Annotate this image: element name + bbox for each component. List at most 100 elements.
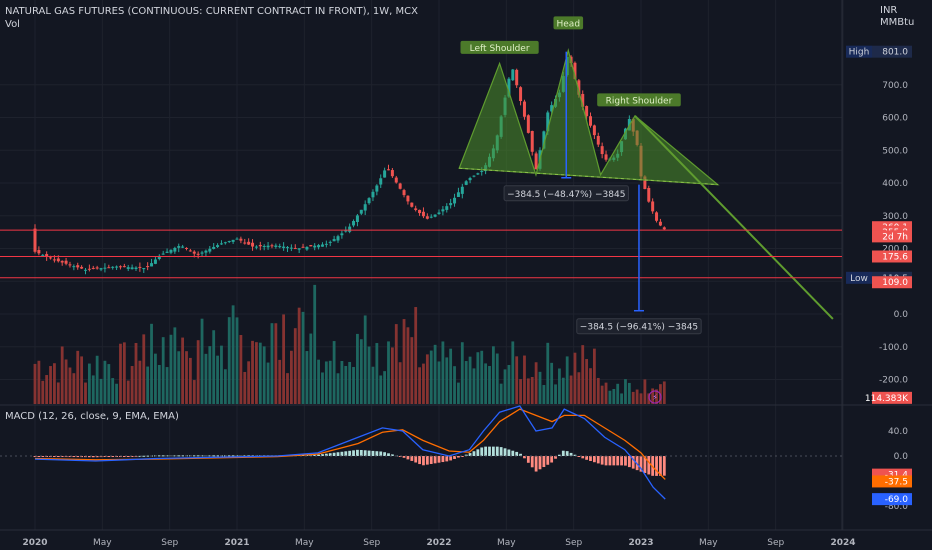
- candle-body: [332, 239, 336, 242]
- volume-bar: [208, 346, 212, 404]
- volume-bar: [173, 327, 177, 404]
- candle-body: [103, 267, 107, 269]
- volume-bar: [651, 388, 655, 404]
- time-axis-label: Sep: [161, 538, 178, 548]
- macd-histogram-bar: [216, 455, 219, 457]
- candle-body: [118, 266, 122, 268]
- candle-body: [468, 178, 472, 181]
- macd-line: [34, 405, 666, 500]
- volume-bar: [192, 380, 196, 404]
- candle-body: [534, 153, 538, 170]
- candle-body: [546, 112, 550, 132]
- candle-body: [235, 238, 239, 240]
- candle-body: [600, 146, 604, 155]
- candle-body: [530, 131, 534, 152]
- macd-histogram-bar: [581, 456, 585, 459]
- volume-bar: [321, 372, 324, 404]
- macd-histogram-bar: [37, 456, 41, 457]
- candle-body: [161, 253, 165, 255]
- candle-body: [379, 178, 383, 185]
- candle-body: [324, 243, 328, 245]
- time-axis-label: Sep: [767, 538, 784, 548]
- candle-body: [274, 245, 278, 247]
- volume-bar: [169, 334, 173, 404]
- time-axis-label: Sep: [363, 538, 380, 548]
- volume-bar: [457, 382, 460, 404]
- candle-body: [437, 212, 441, 215]
- volume-bar: [379, 375, 383, 404]
- candle-body: [585, 106, 589, 117]
- macd-histogram-bar: [449, 456, 453, 461]
- macd-histogram-bar: [227, 455, 231, 457]
- measure-label: −384.5 (−48.47%) −3845: [507, 190, 625, 200]
- candle-body: [550, 105, 554, 112]
- price-label-value: 109.0: [882, 278, 908, 288]
- volume-bar: [126, 380, 130, 404]
- macd-histogram-bar: [177, 455, 181, 457]
- candle-body: [406, 195, 410, 202]
- volume-bar: [511, 341, 515, 404]
- macd-histogram-bar: [627, 456, 631, 468]
- volume-bar: [503, 369, 507, 404]
- volume-bar: [546, 342, 550, 404]
- volume-bar: [220, 345, 223, 404]
- unit-label: MMBtu: [880, 17, 915, 28]
- volume-bar: [581, 345, 585, 404]
- volume-label[interactable]: Vol: [5, 19, 20, 30]
- candle-body: [84, 269, 87, 271]
- macd-histogram-bar: [84, 456, 87, 458]
- candle-body: [130, 267, 134, 270]
- volume-bar: [134, 342, 138, 404]
- volume-bar: [258, 342, 262, 404]
- volume-bar: [309, 333, 313, 404]
- macd-histogram-bar: [200, 455, 204, 457]
- macd-histogram-bar: [352, 450, 355, 456]
- candle-body: [526, 115, 530, 133]
- symbol-title[interactable]: NATURAL GAS FUTURES (CONTINUOUS: CURRENT…: [5, 6, 418, 17]
- macd-histogram-bar: [550, 456, 554, 463]
- volume-bar: [119, 343, 122, 404]
- volume-bar: [558, 368, 561, 404]
- candle-body: [126, 267, 130, 269]
- candle-body: [115, 266, 119, 268]
- candle-body: [651, 201, 655, 212]
- volume-bar: [340, 360, 344, 404]
- macd-histogram-bar: [371, 450, 375, 456]
- macd-histogram-bar: [453, 456, 456, 459]
- macd-histogram-bar: [95, 456, 99, 458]
- volume-bar: [655, 389, 658, 404]
- volume-bar: [72, 373, 76, 404]
- volume-bar: [519, 379, 522, 404]
- macd-histogram-bar: [558, 454, 561, 456]
- time-axis-label: 2021: [224, 538, 249, 548]
- macd-histogram-bar: [161, 455, 165, 457]
- candle-body: [522, 101, 526, 117]
- candle-body: [441, 209, 445, 212]
- volume-bar: [352, 367, 355, 404]
- alert-icon-glyph: ⚡: [652, 393, 658, 402]
- volume-bar: [227, 317, 231, 404]
- price-label-tag: Low: [850, 274, 868, 284]
- macd-legend[interactable]: MACD (12, 26, close, 9, EMA, EMA): [5, 411, 179, 422]
- macd-histogram-bar: [604, 456, 608, 466]
- candle-body: [153, 259, 157, 264]
- volume-bar: [247, 361, 251, 404]
- candle-body: [363, 204, 367, 211]
- candle-body: [231, 239, 235, 242]
- macd-histogram-bar: [433, 456, 437, 464]
- volume-bar: [565, 356, 569, 404]
- volume-bar: [231, 305, 235, 404]
- volume-bar: [616, 383, 620, 404]
- candle-body: [196, 253, 200, 255]
- candle-body: [157, 255, 161, 259]
- candle-body: [111, 266, 115, 268]
- candle-body: [352, 221, 356, 226]
- volume-bar: [157, 364, 161, 404]
- volume-bar: [550, 362, 554, 404]
- volume-bar: [286, 373, 289, 404]
- macd-histogram-bar: [565, 451, 569, 456]
- volume-bar: [437, 361, 441, 404]
- right-shoulder-label: Right Shoulder: [606, 96, 673, 106]
